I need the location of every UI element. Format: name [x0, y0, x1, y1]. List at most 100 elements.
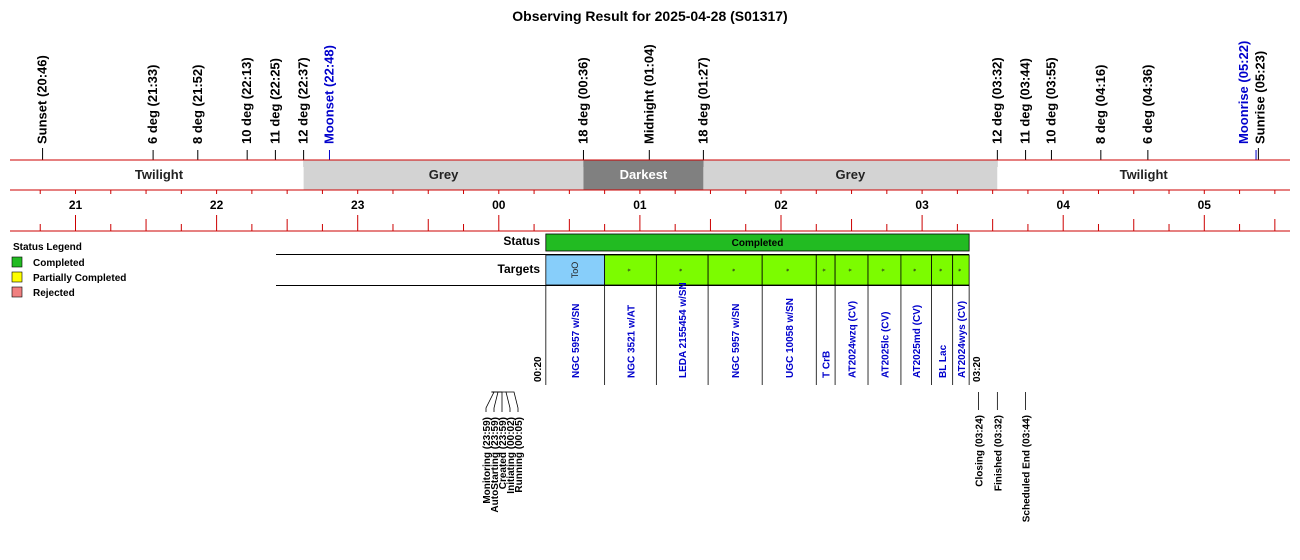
target-list[interactable]: ToO NGC 5957 w/SN * NGC 3521 w/AT * LEDA 2155…: [533, 254, 983, 385]
event-label-9: 18 deg (01:27): [695, 57, 710, 144]
axis-tick-label-00: 00: [492, 198, 506, 212]
target-marker-7: *: [880, 268, 889, 271]
event-label-11: 11 deg (03:44): [1018, 58, 1033, 144]
target-block-7[interactable]: [867, 254, 902, 286]
state-events: Monitoring (23:59)AutoStarting (23:59)Cr…: [482, 391, 1033, 522]
event-label-1: 6 deg (21:33): [145, 65, 160, 144]
state-connector-3: [498, 391, 511, 412]
axis-tick-label-22: 22: [210, 198, 224, 212]
phase-twilight-0: [14, 160, 304, 190]
target-marker-8: *: [912, 268, 921, 271]
event-label-7: 18 deg (00:36): [575, 57, 590, 144]
target-name-4[interactable]: UGC 10058 w/SN: [785, 298, 796, 378]
state-label-right-1: Finished (03:32): [993, 415, 1004, 491]
axis-tick-label-04: 04: [1057, 198, 1071, 212]
event-label-13: 8 deg (04:16): [1093, 65, 1108, 144]
target-block-4[interactable]: [761, 254, 817, 286]
legend-label-1: Partially Completed: [33, 273, 126, 284]
phase-label-4: Twilight: [1120, 167, 1169, 182]
time-axis: 21 22 23 00 01 02 03 04 05: [10, 190, 1290, 232]
target-name-1[interactable]: NGC 3521 w/AT: [626, 305, 637, 378]
axis-tick-label-03: 03: [915, 198, 929, 212]
phase-label-2: Darkest: [620, 167, 668, 182]
target-marker-3: *: [731, 268, 740, 271]
target-name-8[interactable]: AT2025md (CV): [912, 305, 923, 378]
target-marker-9: *: [938, 268, 947, 271]
chart-title: Observing Result for 2025-04-28 (S01317): [512, 8, 787, 24]
phase-label-3: Grey: [836, 167, 866, 182]
legend-swatch-0: [11, 256, 23, 268]
event-label-14: 6 deg (04:36): [1140, 65, 1155, 144]
legend-label-0: Completed: [33, 258, 85, 269]
window-start-label: 00:20: [533, 356, 544, 382]
status-bar-label: Completed: [732, 238, 784, 249]
target-block-8[interactable]: [900, 254, 932, 286]
target-marker-1: *: [626, 268, 635, 271]
target-name-0[interactable]: NGC 5957 w/SN: [571, 304, 582, 378]
phase-twilight-4: [997, 160, 1290, 190]
target-name-10[interactable]: AT2024wys (CV): [957, 301, 968, 378]
target-block-1[interactable]: [604, 254, 657, 286]
state-connector-4: [505, 391, 519, 412]
target-marker-5: *: [822, 268, 831, 271]
state-label-right-2: Scheduled End (03:44): [1022, 415, 1033, 522]
axis-tick-label-21: 21: [69, 198, 83, 212]
axis-tick-label-01: 01: [633, 198, 647, 212]
target-name-6[interactable]: AT2024wzq (CV): [848, 301, 859, 378]
target-marker-2: *: [678, 268, 687, 271]
phase-grey-3: [703, 160, 998, 190]
event-label-2: 8 deg (21:52): [190, 65, 205, 144]
state-connector-0: [485, 391, 495, 412]
status-legend: Status Legend Completed Partially Complet…: [11, 242, 126, 299]
state-label-left-2: Created (23:59): [498, 417, 509, 489]
event-label-15: Moonrise (05:22): [1236, 41, 1251, 144]
event-label-10: 12 deg (03:32): [989, 57, 1004, 144]
status-bar: [545, 233, 970, 252]
target-block-3[interactable]: [707, 254, 763, 286]
state-label-right-0: Closing (03:24): [975, 415, 986, 487]
phase-darkest-2: [583, 160, 704, 190]
event-label-12: 10 deg (03:55): [1043, 57, 1058, 144]
axis-tick-label-23: 23: [351, 198, 365, 212]
event-label-0: Sunset (20:46): [35, 55, 50, 144]
target-block-10[interactable]: [952, 254, 970, 286]
event-label-3: 10 deg (22:13): [239, 57, 254, 144]
state-connector-2: [491, 391, 503, 412]
state-label-left-4: Running (00:05): [514, 417, 525, 493]
target-marker-10: *: [957, 268, 966, 271]
target-name-7[interactable]: AT2025lc (CV): [880, 311, 891, 378]
phase-label-1: Grey: [429, 167, 459, 182]
axis-tick-label-02: 02: [774, 198, 788, 212]
event-markers: Sunset (20:46) 6 deg (21:33) 8 deg (21:52)…: [35, 41, 1267, 190]
legend-title: Status Legend: [13, 242, 82, 253]
event-label-6: Moonset (22:48): [321, 45, 336, 144]
state-label-left-3: Initiating (00:02): [506, 417, 517, 494]
state-label-left-0: Monitoring (23:59): [482, 417, 493, 504]
target-name-3[interactable]: NGC 5957 w/SN: [731, 304, 742, 378]
target-block-0[interactable]: [545, 254, 606, 286]
target-block-6[interactable]: [834, 254, 869, 286]
target-name-2[interactable]: LEDA 2155454 w/SN: [678, 282, 689, 378]
legend-label-2: Rejected: [33, 288, 75, 299]
phase-label-0: Twilight: [135, 167, 184, 182]
target-marker-6: *: [848, 268, 857, 271]
phase-grey-1: [303, 160, 584, 190]
phase-band: Twilight Grey Darkest Grey Twilight: [10, 159, 1290, 191]
targets-row-label: Targets: [498, 262, 541, 276]
legend-swatch-1: [11, 271, 23, 283]
event-label-4: 11 deg (22:25): [267, 58, 282, 144]
event-label-16: Sunrise (05:23): [1252, 51, 1267, 144]
status-and-targets-rows: Status Targets Completed: [276, 233, 970, 286]
axis-tick-label-05: 05: [1198, 198, 1212, 212]
target-marker-4: *: [785, 268, 794, 271]
target-name-5[interactable]: T CrB: [822, 351, 833, 378]
status-row-label: Status: [503, 234, 540, 248]
legend-swatch-2: [11, 286, 23, 298]
event-label-5: 12 deg (22:37): [296, 57, 311, 144]
window-end-label: 03:20: [972, 356, 983, 382]
state-label-left-1: AutoStarting (23:59): [490, 417, 501, 513]
target-block-2[interactable]: [655, 254, 709, 286]
target-name-9[interactable]: BL Lac: [938, 344, 949, 378]
target-marker-0: ToO: [570, 262, 580, 279]
